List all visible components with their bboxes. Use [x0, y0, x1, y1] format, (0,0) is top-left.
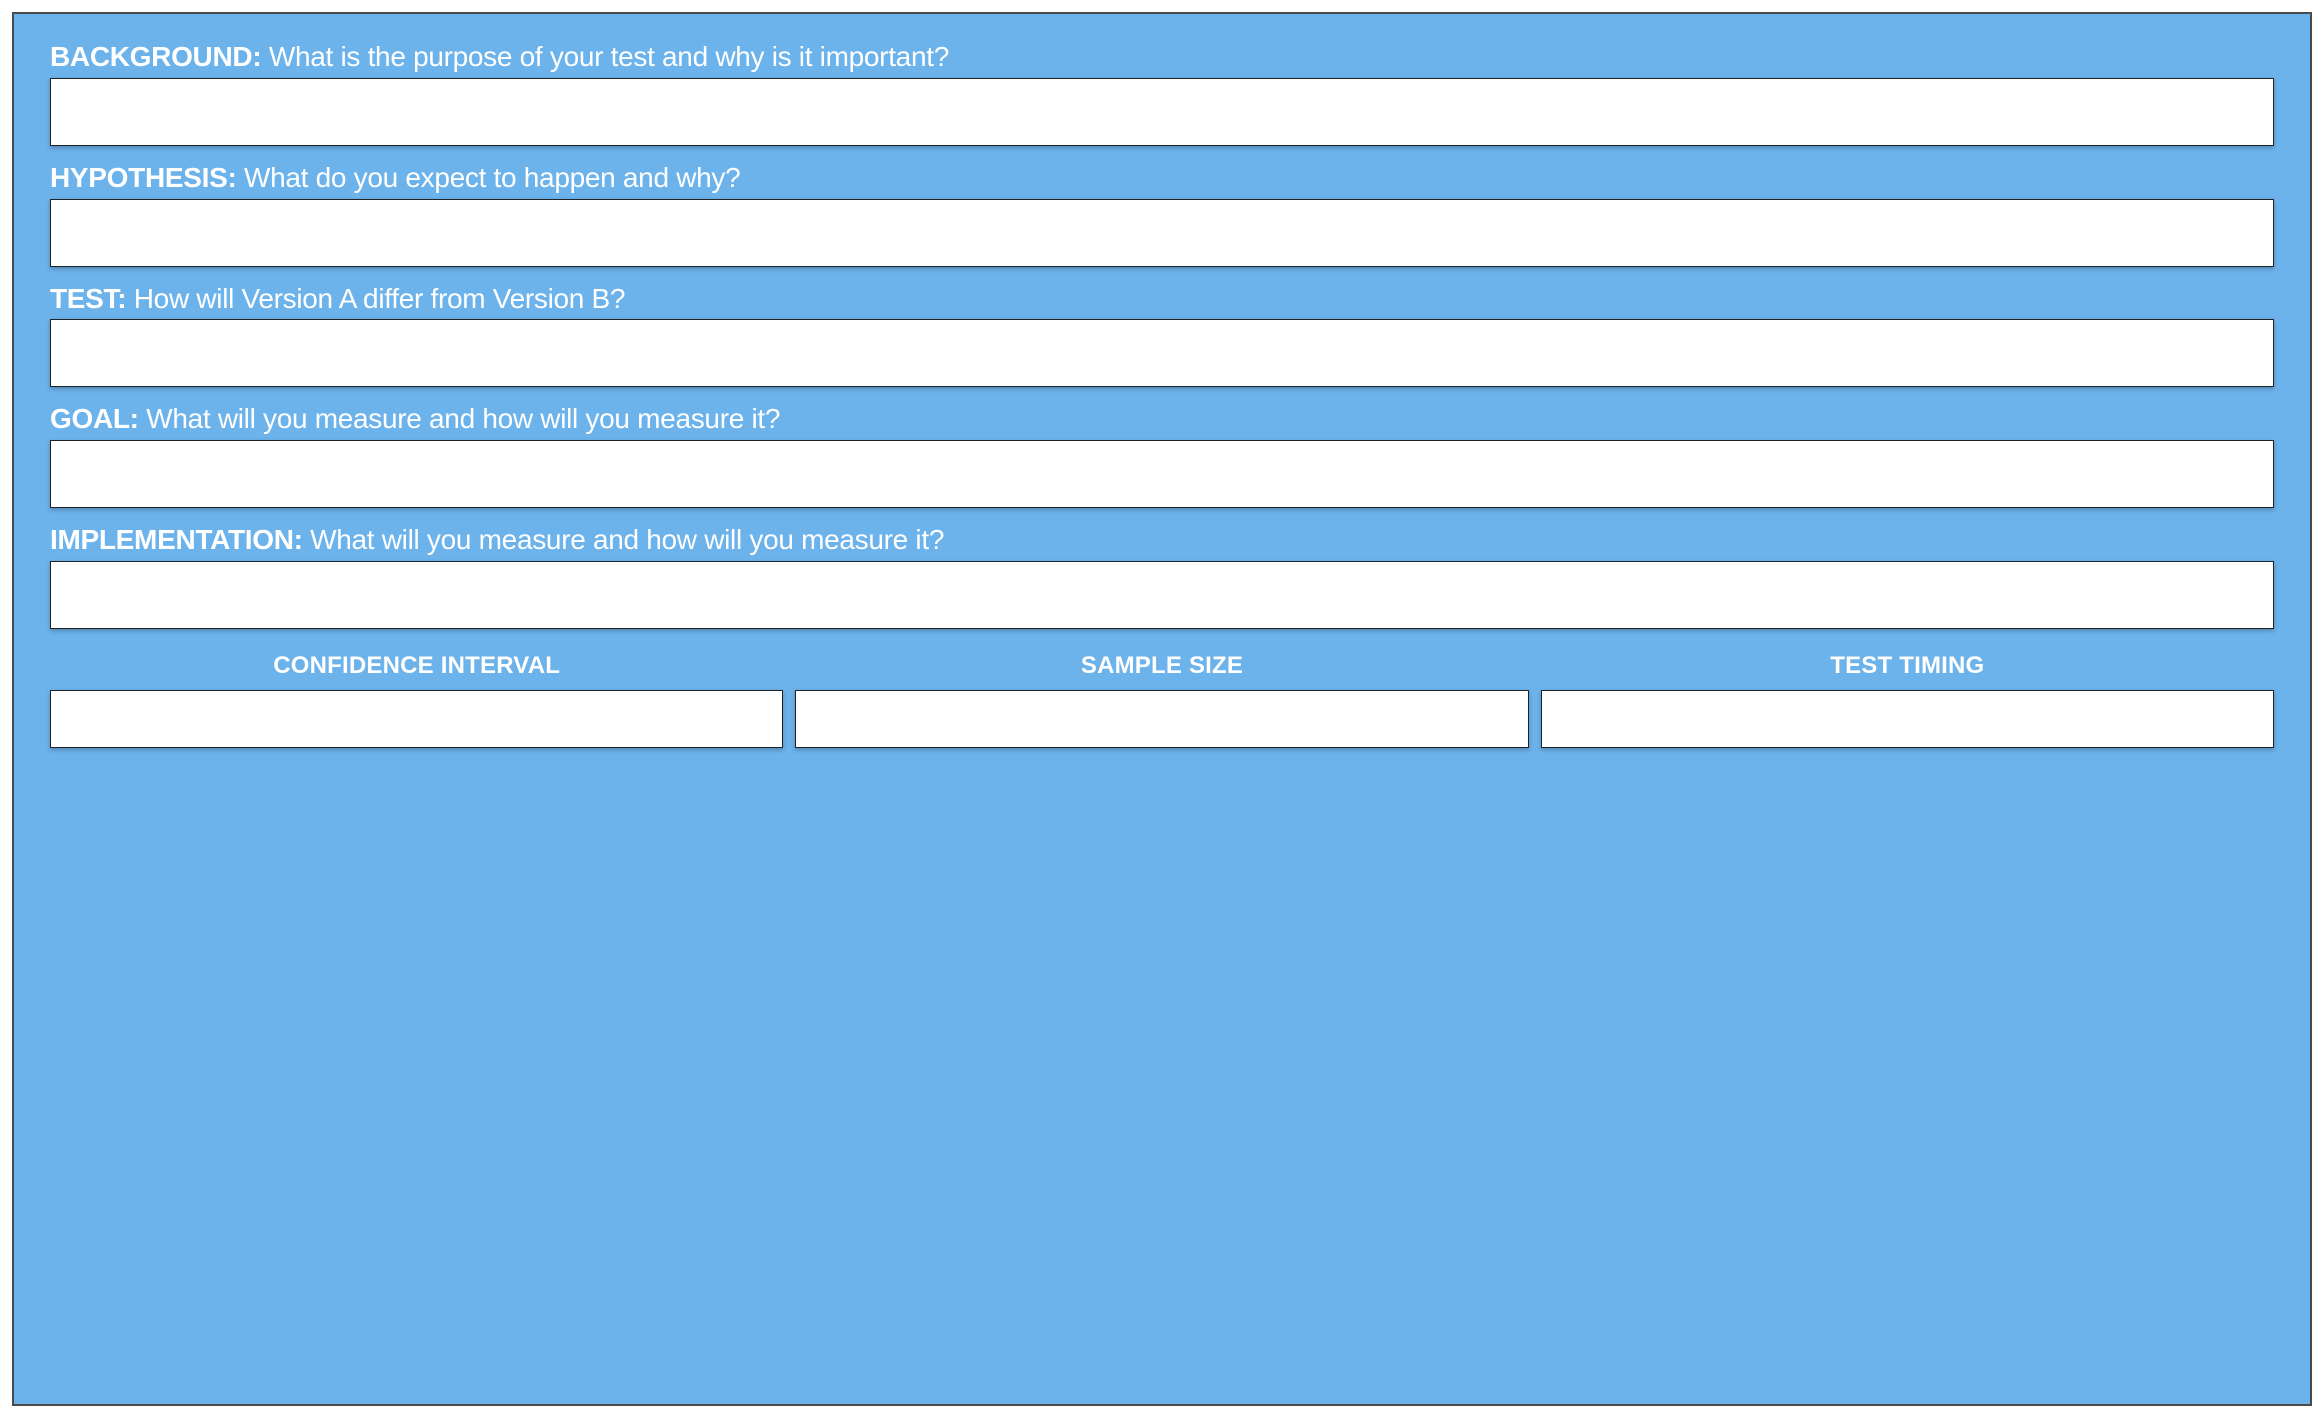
- section-goal: GOAL: What will you measure and how will…: [50, 400, 2274, 513]
- input-test[interactable]: [50, 319, 2274, 387]
- label-goal: GOAL: What will you measure and how will…: [50, 400, 2274, 438]
- label-confidence-interval: CONFIDENCE INTERVAL: [273, 652, 560, 680]
- label-background: BACKGROUND: What is the purpose of your …: [50, 38, 2274, 76]
- label-prompt: What will you measure and how will you m…: [303, 524, 944, 555]
- input-goal[interactable]: [50, 440, 2274, 508]
- input-hypothesis[interactable]: [50, 199, 2274, 267]
- label-test: TEST: How will Version A differ from Ver…: [50, 280, 2274, 318]
- input-implementation[interactable]: [50, 561, 2274, 629]
- label-prompt: What is the purpose of your test and why…: [261, 41, 949, 72]
- label-title: HYPOTHESIS:: [50, 162, 237, 193]
- bottom-row: CONFIDENCE INTERVAL SAMPLE SIZE TEST TIM…: [50, 652, 2274, 748]
- col-sample-size: SAMPLE SIZE: [795, 652, 1528, 748]
- label-prompt: What will you measure and how will you m…: [139, 403, 780, 434]
- label-sample-size: SAMPLE SIZE: [1081, 652, 1243, 680]
- col-test-timing: TEST TIMING: [1541, 652, 2274, 748]
- input-sample-size[interactable]: [795, 690, 1528, 748]
- section-implementation: IMPLEMENTATION: What will you measure an…: [50, 521, 2274, 634]
- form-container: BACKGROUND: What is the purpose of your …: [12, 12, 2312, 1406]
- input-confidence-interval[interactable]: [50, 690, 783, 748]
- label-title: TEST:: [50, 283, 126, 314]
- section-test: TEST: How will Version A differ from Ver…: [50, 280, 2274, 393]
- label-implementation: IMPLEMENTATION: What will you measure an…: [50, 521, 2274, 559]
- label-title: IMPLEMENTATION:: [50, 524, 303, 555]
- label-hypothesis: HYPOTHESIS: What do you expect to happen…: [50, 159, 2274, 197]
- section-hypothesis: HYPOTHESIS: What do you expect to happen…: [50, 159, 2274, 272]
- label-prompt: What do you expect to happen and why?: [237, 162, 741, 193]
- section-background: BACKGROUND: What is the purpose of your …: [50, 38, 2274, 151]
- label-title: BACKGROUND:: [50, 41, 261, 72]
- col-confidence-interval: CONFIDENCE INTERVAL: [50, 652, 783, 748]
- label-test-timing: TEST TIMING: [1830, 652, 1984, 680]
- input-test-timing[interactable]: [1541, 690, 2274, 748]
- label-title: GOAL:: [50, 403, 139, 434]
- label-prompt: How will Version A differ from Version B…: [126, 283, 625, 314]
- input-background[interactable]: [50, 78, 2274, 146]
